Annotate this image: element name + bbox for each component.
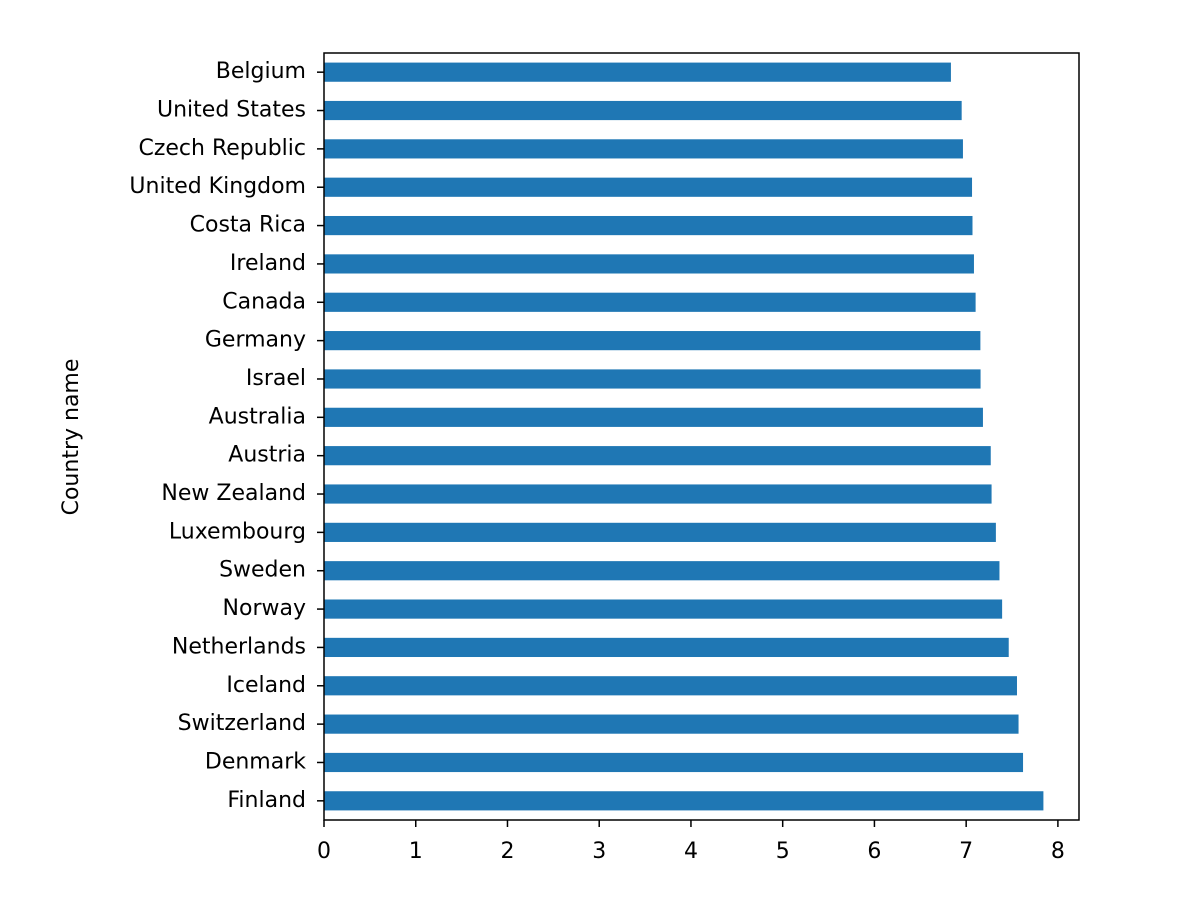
y-tick-label: Australia: [209, 404, 306, 429]
y-tick-label: Sweden: [219, 558, 306, 583]
bar: [324, 369, 981, 389]
bar: [324, 714, 1019, 734]
bar: [324, 446, 991, 466]
y-tick-label: Denmark: [205, 749, 306, 774]
y-tick-label: Israel: [246, 366, 306, 391]
bar: [324, 177, 973, 197]
y-tick-label: Austria: [228, 443, 306, 468]
bar: [324, 561, 1000, 581]
y-tick-label: Canada: [222, 289, 306, 314]
bar: [324, 331, 981, 351]
x-tick-label: 3: [592, 839, 606, 864]
x-tick-label: 6: [867, 839, 881, 864]
bar: [324, 599, 1003, 619]
x-tick-label: 4: [684, 839, 698, 864]
bar: [324, 676, 1017, 696]
bar: [324, 752, 1024, 773]
y-tick-label: Netherlands: [172, 634, 306, 659]
bar: [324, 100, 962, 121]
bar: [324, 637, 1009, 658]
y-tick-label: Germany: [205, 328, 306, 353]
bar: [324, 407, 983, 427]
y-tick-label: United Kingdom: [129, 174, 306, 199]
y-tick-label: Switzerland: [178, 711, 306, 736]
x-tick-label: 8: [1051, 839, 1065, 864]
y-tick-label: Finland: [227, 788, 306, 813]
bar: [324, 484, 992, 504]
bar: [324, 791, 1044, 811]
y-tick-label: Norway: [223, 596, 306, 621]
plot-frame: [323, 52, 1080, 821]
x-tick-label: 0: [317, 839, 331, 864]
bar: [324, 215, 973, 236]
y-tick-label: Costa Rica: [190, 213, 306, 238]
x-tick-label: 2: [500, 839, 514, 864]
y-axis-label: Country name: [59, 359, 84, 516]
x-tick-label: 7: [959, 839, 973, 864]
y-tick-label: Ireland: [230, 251, 306, 276]
bar: [324, 139, 963, 159]
y-tick-label: Luxembourg: [169, 519, 306, 544]
bar: [324, 522, 996, 542]
y-tick-label: Iceland: [226, 673, 306, 698]
bar: [324, 62, 951, 82]
y-tick-label: United States: [157, 98, 306, 123]
y-tick-label: Belgium: [216, 59, 306, 84]
x-tick-label: 1: [409, 839, 423, 864]
y-tick-label: Czech Republic: [138, 136, 306, 161]
x-tick-label: 5: [776, 839, 790, 864]
bar: [324, 254, 974, 274]
bar: [324, 292, 976, 312]
y-tick-label: New Zealand: [161, 481, 306, 506]
